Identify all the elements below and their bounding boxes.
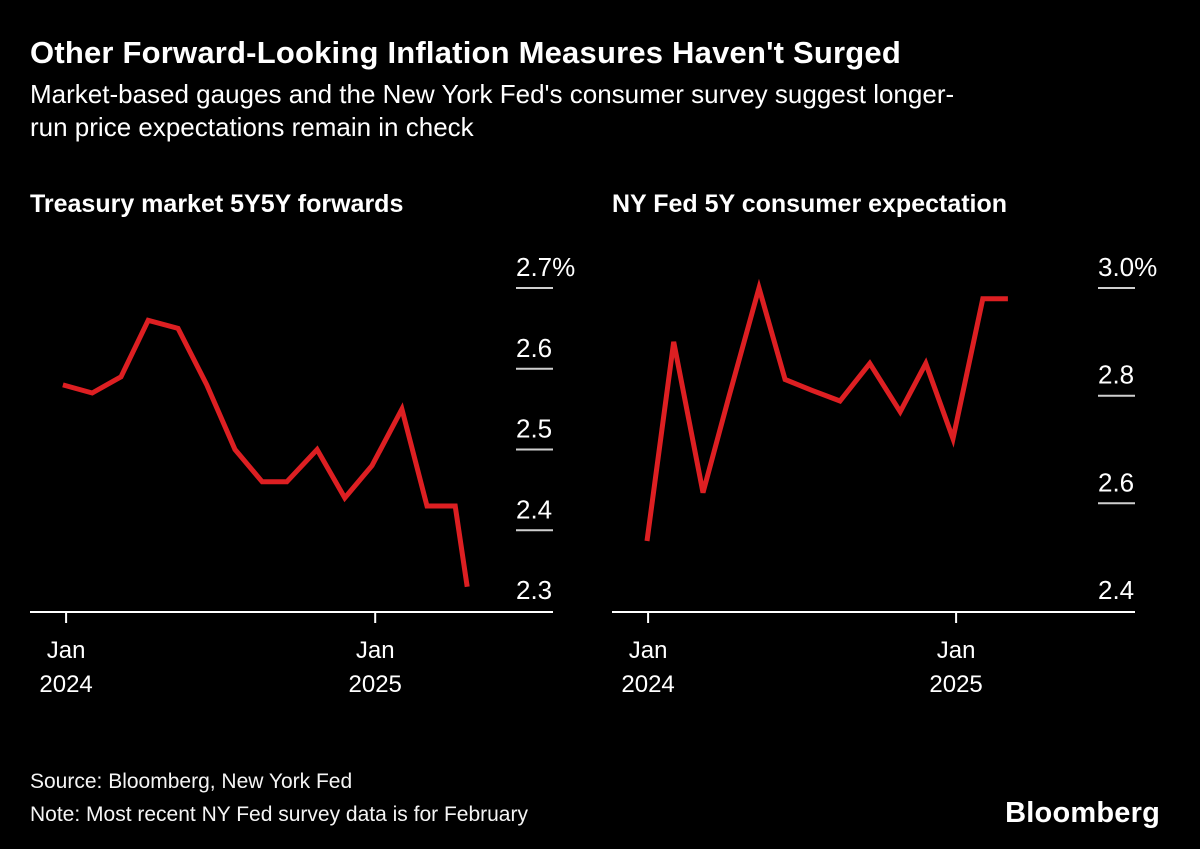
x-tick-label-month: Jan [356, 637, 395, 664]
x-tick-label-month: Jan [937, 637, 976, 664]
y-tick-label: 2.7% [516, 252, 575, 282]
y-tick-label: 2.6 [1098, 467, 1134, 497]
y-tick-label: 2.3 [516, 575, 552, 605]
nyfed-5y-line [644, 278, 1008, 542]
chart-title-nyfed: NY Fed 5Y consumer expectation [612, 190, 1008, 218]
nyfed-5y-chart: Jan 2024 Jan 2025 3.0% 2.8 2.6 2.4 [612, 252, 1157, 698]
charts-row: Treasury market 5Y5Y forwards Jan 2024 Jan… [0, 190, 1200, 705]
y-tick-label: 2.4 [516, 494, 552, 524]
x-tick-label-month: Jan [47, 637, 86, 664]
y-tick-label: 2.4 [1098, 575, 1134, 605]
y-tick-label: 2.8 [1098, 360, 1134, 390]
panel-nyfed-5y: NY Fed 5Y consumer expectation Jan 2024 Ja… [612, 190, 1182, 705]
x-tick-label-year: 2025 [929, 671, 982, 698]
bloomberg-logo: Bloomberg [1005, 797, 1160, 829]
x-tick-label-month: Jan [629, 637, 668, 664]
treasury-5y5y-line [62, 317, 470, 588]
panel-treasury-5y5y: Treasury market 5Y5Y forwards Jan 2024 Jan… [30, 190, 600, 705]
chart-title-treasury: Treasury market 5Y5Y forwards [30, 190, 404, 218]
x-tick-label-year: 2024 [621, 671, 674, 698]
footer: Source: Bloomberg, New York Fed Note: Mo… [0, 765, 1200, 831]
page-title: Other Forward-Looking Inflation Measures… [30, 35, 901, 70]
y-tick-label: 3.0% [1098, 252, 1157, 282]
y-tick-label: 2.6 [516, 333, 552, 363]
page-subtitle: Market-based gauges and the New York Fed… [30, 79, 955, 142]
header: Other Forward-Looking Inflation Measures… [0, 0, 1200, 144]
note-text: Note: Most recent NY Fed survey data is … [30, 803, 528, 826]
source-text: Source: Bloomberg, New York Fed [30, 770, 353, 793]
treasury-5y5y-chart: Jan 2024 Jan 2025 2.7% 2.6 2.5 2.4 2.3 [30, 252, 575, 698]
x-tick-label-year: 2025 [349, 671, 402, 698]
y-tick-label: 2.5 [516, 414, 552, 444]
x-tick-label-year: 2024 [39, 671, 92, 698]
